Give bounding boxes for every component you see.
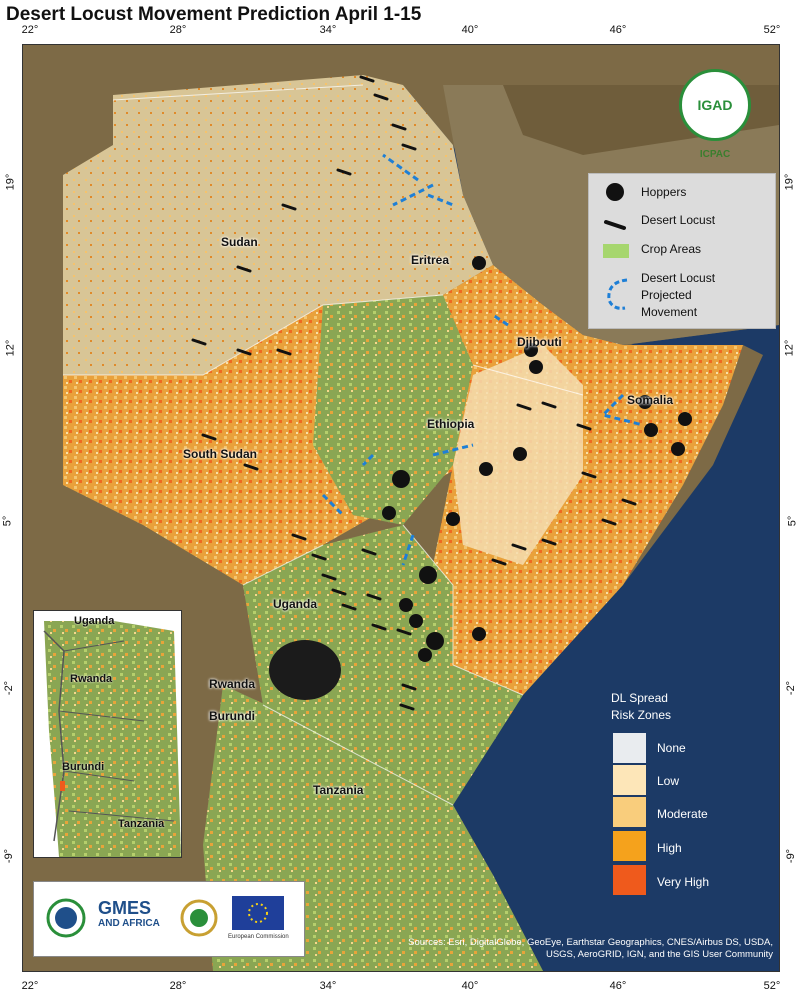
lon-tick: 46° xyxy=(609,24,627,36)
risk-swatch-low xyxy=(613,765,646,795)
label-rwanda: Rwanda xyxy=(209,677,256,691)
ethiopia-highlands xyxy=(313,295,473,525)
african-union-emblem-icon xyxy=(180,899,218,937)
igad-logo: IGAD ICPAC xyxy=(669,69,761,169)
risk-label-moderate: Moderate xyxy=(657,807,708,821)
lat-tick: -2° xyxy=(784,680,797,696)
desert-locust-markers xyxy=(191,75,637,711)
gmes-subtext: AND AFRICA xyxy=(98,918,160,929)
lat-tick: 12° xyxy=(783,339,796,357)
movement-symbol xyxy=(607,278,628,310)
inset-label-tanzania: Tanzania xyxy=(118,818,165,830)
crop-symbol xyxy=(603,244,629,258)
lon-tick: 46° xyxy=(609,980,627,992)
lon-tick: 22° xyxy=(21,980,39,992)
risk-label-very-high: Very High xyxy=(657,875,710,889)
gmes-emblem-icon xyxy=(46,898,86,938)
label-burundi: Burundi xyxy=(209,709,255,723)
label-sudan: Sudan xyxy=(221,235,258,249)
map-frame[interactable]: Sudan Eritrea Djibouti Somalia Ethiopia … xyxy=(22,44,780,972)
inset-canvas xyxy=(34,611,181,857)
gmes-logo: GMES AND AFRICA xyxy=(98,898,160,932)
lon-tick: 28° xyxy=(169,24,187,36)
lon-tick: 52° xyxy=(763,980,781,992)
source-attribution: Sources: Esri, DigitalGlobe, GeoEye, Ear… xyxy=(408,937,773,960)
lat-tick: 12° xyxy=(4,339,17,357)
lat-tick: 19° xyxy=(783,173,796,191)
lon-tick: 52° xyxy=(763,24,781,36)
label-uganda: Uganda xyxy=(273,597,318,611)
lat-tick: -9° xyxy=(784,848,797,864)
lat-tick: 5° xyxy=(1,515,14,527)
locust-symbol xyxy=(604,220,626,230)
risk-legend-title: DL Spread Risk Zones xyxy=(611,690,671,724)
legend-movement-line3: Movement xyxy=(641,305,698,319)
label-south-sudan: South Sudan xyxy=(183,447,257,461)
legend-crop-areas: Crop Areas xyxy=(641,242,702,256)
legend-hoppers: Hoppers xyxy=(641,185,687,199)
hoppers-symbol xyxy=(606,183,624,201)
label-tanzania: Tanzania xyxy=(313,783,364,797)
risk-swatch-none xyxy=(613,733,646,763)
country-borders xyxy=(63,84,584,806)
risk-swatch-moderate xyxy=(613,797,646,827)
label-djibouti: Djibouti xyxy=(517,335,562,349)
label-somalia: Somalia xyxy=(627,393,674,407)
map-legend: Hoppers Desert Locust Crop Areas Desert … xyxy=(588,173,776,329)
risk-swatch-high xyxy=(613,831,646,861)
sponsor-logos: GMES AND AFRICA European Commission xyxy=(33,881,305,957)
movement-arrows xyxy=(321,153,644,566)
inset-label-burundi: Burundi xyxy=(62,761,105,773)
legend-movement-line2: Projected xyxy=(641,288,692,302)
lon-tick: 28° xyxy=(169,980,187,992)
label-eritrea: Eritrea xyxy=(411,253,450,267)
risk-title-line1: DL Spread xyxy=(611,691,668,705)
inset-map[interactable]: Uganda Rwanda Burundi Tanzania xyxy=(33,610,182,858)
eu-flag-icon xyxy=(232,896,284,930)
lake-victoria xyxy=(269,640,341,700)
legend-movement-line1: Desert Locust xyxy=(641,271,716,285)
gmes-text: GMES xyxy=(98,898,152,918)
lat-tick: 19° xyxy=(4,173,17,191)
legend-symbols xyxy=(603,183,629,310)
lon-tick: 40° xyxy=(461,980,479,992)
lon-tick: 34° xyxy=(319,24,337,36)
inset-label-rwanda: Rwanda xyxy=(70,673,113,685)
legend-desert-locust: Desert Locust xyxy=(641,213,716,227)
lat-tick: -9° xyxy=(3,848,16,864)
igad-emblem: IGAD xyxy=(679,69,751,141)
lat-tick: -2° xyxy=(3,680,16,696)
ec-label: European Commission xyxy=(228,934,289,940)
risk-title-line2: Risk Zones xyxy=(611,708,672,722)
risk-swatch-very-high xyxy=(613,865,646,895)
inset-label-uganda: Uganda xyxy=(74,615,115,627)
sudan-region xyxy=(63,75,493,375)
hopper-markers xyxy=(382,256,692,662)
risk-label-low: Low xyxy=(657,774,680,788)
lon-tick: 34° xyxy=(319,980,337,992)
sea xyxy=(403,85,779,971)
map-title: Desert Locust Movement Prediction April … xyxy=(6,4,422,25)
risk-label-high: High xyxy=(657,841,682,855)
lon-tick: 40° xyxy=(461,24,479,36)
lat-tick: 5° xyxy=(786,515,799,527)
lon-tick: 22° xyxy=(21,24,39,36)
legend-movement: Desert Locust Projected Movement xyxy=(641,270,715,321)
icpac-label: ICPAC xyxy=(699,149,731,160)
label-ethiopia: Ethiopia xyxy=(427,417,475,431)
risk-label-none: None xyxy=(657,741,686,755)
